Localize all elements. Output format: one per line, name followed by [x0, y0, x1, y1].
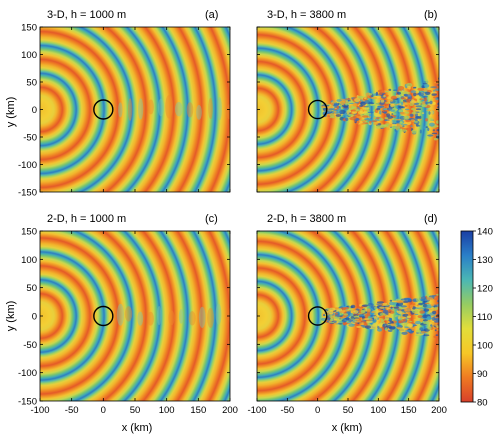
x-tick-label: 200 [431, 405, 447, 416]
panel-a: 3-D, h = 1000 m (a) y (km) 150 100 50 0 -50 -… [5, 9, 231, 199]
x-tick-label: 50 [130, 405, 141, 416]
colorbar-tick-label: 90 [477, 369, 488, 380]
panel-b-label: (b) [424, 9, 437, 21]
obstacle-circle [307, 99, 328, 120]
panel-a-title: 3-D, h = 1000 m [47, 9, 126, 21]
y-tick-label: 0 [32, 105, 37, 116]
panel-c: 2-D, h = 1000 m (c) y (km) x (km) 150 100… [5, 213, 238, 434]
obstacle-circle [93, 99, 114, 120]
y-tick-label: 50 [26, 283, 37, 294]
heatmap-field [40, 27, 230, 192]
x-tick-label: 0 [101, 405, 106, 416]
colorbar-tick-label: 100 [477, 341, 493, 352]
panel-b: 3-D, h = 3800 m (b) [256, 9, 440, 193]
x-tick-label: 50 [343, 405, 354, 416]
x-tick-label: -50 [280, 405, 294, 416]
colorbar-tick-label: 130 [477, 255, 493, 266]
colorbar-tick-label: 110 [477, 312, 492, 323]
panel-d-xlabel: x (km) [332, 422, 363, 434]
y-tick-label: 150 [21, 227, 37, 238]
y-tick-label: 100 [21, 255, 37, 266]
panel-c-label: (c) [205, 213, 218, 225]
x-tick-label: 200 [222, 405, 238, 416]
y-tick-label: 100 [21, 50, 37, 61]
obstacle-circle [307, 306, 328, 326]
x-tick-label: 150 [190, 405, 206, 416]
y-tick-label: 50 [26, 78, 37, 89]
panel-d-title: 2-D, h = 3800 m [267, 213, 346, 225]
y-tick-label: -150 [18, 397, 37, 408]
x-tick-label: 100 [370, 405, 386, 416]
y-tick-label: -100 [18, 160, 37, 171]
panel-c-title: 2-D, h = 1000 m [47, 213, 126, 225]
panel-a-ylabel: y (km) [5, 97, 17, 128]
colorbar-tick-label: 140 [477, 227, 493, 238]
colorbar-tick-label: 80 [477, 398, 488, 409]
wave-rings [40, 27, 230, 192]
panel-b-title: 3-D, h = 3800 m [267, 9, 346, 21]
heatmap-field [40, 231, 230, 401]
x-tick-label: -100 [247, 405, 266, 416]
x-tick-label: 100 [159, 405, 175, 416]
heatmap-field [257, 27, 439, 192]
y-tick-label: 0 [32, 312, 37, 323]
y-tick-label: -100 [18, 368, 37, 379]
wake-pattern [118, 94, 230, 121]
obstacle-circle [93, 305, 114, 327]
y-tick-label: -50 [23, 340, 37, 351]
y-tick-label: -150 [18, 188, 37, 199]
x-tick-label: -50 [65, 405, 79, 416]
y-tick-label: -50 [23, 133, 37, 144]
x-tick-label: 150 [401, 405, 417, 416]
wake-pattern [320, 293, 439, 339]
wave-rings [40, 231, 230, 401]
heatmap-field [257, 231, 439, 401]
panel-d-label: (d) [424, 213, 437, 225]
colorbar-tick-label: 120 [477, 284, 493, 295]
x-tick-label: 0 [315, 405, 320, 416]
x-tick-label: -100 [30, 405, 49, 416]
y-tick-label: 150 [21, 23, 37, 34]
panel-a-label: (a) [205, 9, 218, 21]
colorbar: 140 130 120 110 100 90 80 [460, 227, 493, 409]
panel-c-ylabel: y (km) [5, 301, 17, 332]
panel-d: 2-D, h = 3800 m (d) x (km) -100 -50 0 50 100… [247, 213, 447, 434]
colorbar-scale [460, 230, 474, 403]
wake-pattern [116, 303, 230, 329]
panel-c-xlabel: x (km) [122, 422, 153, 434]
